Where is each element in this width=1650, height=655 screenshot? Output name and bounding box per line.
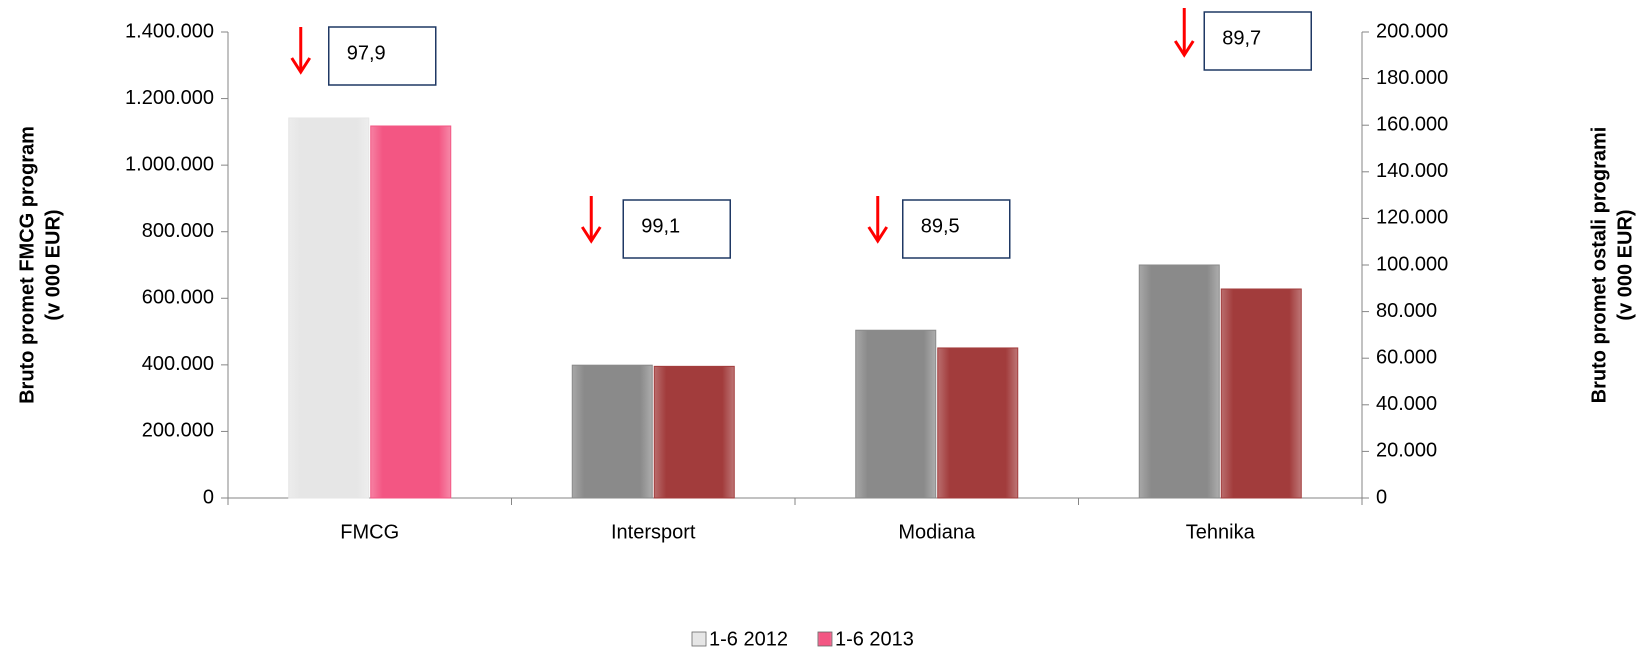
x-tick-label: FMCG	[340, 521, 399, 543]
y2-tick-label: 140.000	[1376, 160, 1448, 182]
annotation-label: 99,1	[641, 215, 680, 237]
y2-tick-label: 180.000	[1376, 67, 1448, 89]
arrow-head	[867, 226, 889, 244]
bar	[571, 364, 653, 499]
y-tick-label: 1.000.000	[125, 153, 214, 175]
bar	[1220, 288, 1302, 499]
x-tick-label: Intersport	[611, 521, 696, 543]
y-tick-label: 400.000	[142, 353, 214, 375]
legend-swatch	[691, 631, 707, 647]
y-tick-label: 600.000	[142, 287, 214, 309]
y2-tick-label: 80.000	[1376, 300, 1437, 322]
arrow-head	[1173, 40, 1195, 58]
y-tick-label: 0	[203, 486, 214, 508]
annotation-box	[622, 199, 731, 259]
bar	[1138, 264, 1220, 499]
y-axis-label: Bruto promet FMCG program	[16, 126, 38, 404]
annotation-label: 97,9	[347, 42, 386, 64]
y-axis-label: (v 000 EUR)	[42, 209, 64, 320]
y2-tick-label: 100.000	[1376, 253, 1448, 275]
y-tick-label: 200.000	[142, 420, 214, 442]
y2-tick-label: 40.000	[1376, 393, 1437, 415]
legend-swatch	[817, 631, 833, 647]
x-tick-label: Modiana	[898, 521, 976, 543]
annotation-box	[328, 26, 437, 86]
arrow-head	[290, 57, 312, 75]
y-tick-label: 1.400.000	[125, 20, 214, 42]
y2-axis-label: Bruto promet ostali programi	[1588, 127, 1610, 404]
y2-tick-label: 160.000	[1376, 113, 1448, 135]
annotation-box	[1203, 11, 1312, 71]
bar	[937, 347, 1019, 499]
y2-tick-label: 60.000	[1376, 346, 1437, 368]
y-tick-label: 1.200.000	[125, 87, 214, 109]
y2-tick-label: 20.000	[1376, 440, 1437, 462]
y2-tick-label: 0	[1376, 486, 1387, 508]
y-tick-label: 800.000	[142, 220, 214, 242]
annotation-label: 89,7	[1222, 27, 1261, 49]
x-tick-label: Tehnika	[1186, 521, 1256, 543]
legend-label: 1-6 2012	[709, 628, 788, 650]
legend-label: 1-6 2013	[835, 628, 914, 650]
bar	[653, 365, 735, 499]
annotation-box	[902, 199, 1011, 259]
y2-axis-label: (v 000 EUR)	[1614, 209, 1636, 320]
annotation-label: 89,5	[921, 215, 960, 237]
bar	[855, 329, 937, 499]
bar	[370, 125, 452, 499]
y2-tick-label: 200.000	[1376, 20, 1448, 42]
y2-tick-label: 120.000	[1376, 207, 1448, 229]
arrow-head	[580, 226, 602, 244]
bar	[288, 117, 370, 499]
